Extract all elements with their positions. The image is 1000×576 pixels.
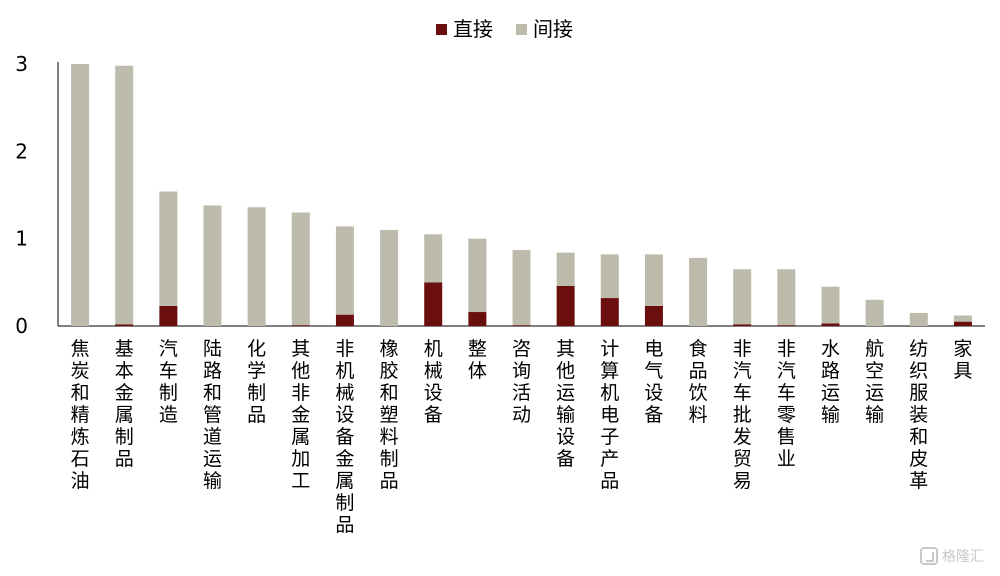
bar-segment-indirect [203,205,222,326]
legend-swatch-direct [436,24,447,35]
x-tick-label: 电气设备 [644,338,663,426]
bar-segment-indirect [600,254,619,299]
bar-segment-direct [291,325,310,326]
legend-label: 间接 [533,17,573,41]
bar-segment-indirect [380,229,399,326]
legend: 直接 间接 [436,17,573,41]
y-tick-label: 2 [15,139,28,163]
y-tick-label: 3 [15,52,28,76]
category-labels: 焦炭和精炼石油 基本金属制品 汽车制造 陆路和管道运输 化学制品 其他非金属加工 非机械设备… [71,338,973,536]
legend-label: 直接 [453,17,493,41]
bar-segment-direct [733,324,752,326]
bar-segment-direct [468,312,487,326]
bar-segment-indirect [71,64,90,326]
bar-segment-indirect [468,238,487,313]
x-tick-label: 家具 [953,338,972,382]
bar-segment-indirect [909,312,928,326]
bar-segment-indirect [777,269,796,326]
bar-segment-indirect [865,299,884,326]
y-tick-label: 0 [15,314,28,338]
bar-segment-indirect [291,212,310,326]
bar-segment-direct [777,325,796,326]
bar-segment-direct [600,298,619,326]
x-tick-label: 化学制品 [247,338,266,426]
x-tick-label: 非机械设备金属制品 [335,338,354,536]
x-tick-label: 其他非金属加工 [291,338,310,492]
bar-segment-direct [821,323,840,326]
x-tick-label: 计算机电子产品 [600,338,619,492]
bar-segment-direct [953,321,972,326]
x-tick-label: 机械设备 [424,338,443,426]
gelonghui-logo-icon [920,547,938,565]
x-tick-label: 汽车制造 [159,338,178,426]
bar-segment-indirect [424,234,443,283]
bar-segment-indirect [689,257,708,326]
watermark-text: 格隆汇 [942,549,984,565]
x-tick-label: 咨询活动 [512,338,531,426]
bar-segment-indirect [512,250,531,326]
bar-segment-direct [424,282,443,326]
x-tick-label: 水路运输 [821,338,840,426]
x-tick-label: 非汽车零售业 [777,338,796,470]
x-tick-label: 橡胶和塑料制品 [380,338,399,492]
bar-segment-direct [335,314,354,326]
legend-swatch-indirect [516,24,527,35]
x-tick-label: 航空运输 [865,338,884,426]
x-tick-label: 其他运输设备 [556,338,575,470]
bar-segment-indirect [159,191,178,306]
y-tick-label: 1 [15,227,28,251]
bar-segment-direct [512,325,531,326]
bar-segment-direct [115,324,134,326]
bar-segment-indirect [733,269,752,325]
watermark: 格隆汇 [920,546,984,566]
x-tick-label: 纺织服装和皮革 [909,338,928,492]
x-tick-label: 焦炭和精炼石油 [71,338,90,492]
bar-segment-indirect [953,315,972,322]
bar-segment-direct [159,305,178,326]
x-tick-label: 食品饮料 [689,338,708,426]
bar-segment-indirect [115,65,134,325]
x-tick-label: 基本金属制品 [115,338,134,470]
bar-segment-indirect [556,252,575,286]
bar-segment-indirect [644,254,663,306]
bar-segment-indirect [335,226,354,315]
x-tick-label: 陆路和管道运输 [203,338,222,492]
bar-segment-indirect [247,207,266,326]
x-tick-label: 非汽车批发贸易 [733,338,752,492]
bars [71,64,972,326]
bar-segment-indirect [821,286,840,324]
bar-segment-direct [644,305,663,326]
x-tick-label: 整体 [468,338,487,382]
bar-segment-direct [556,285,575,326]
